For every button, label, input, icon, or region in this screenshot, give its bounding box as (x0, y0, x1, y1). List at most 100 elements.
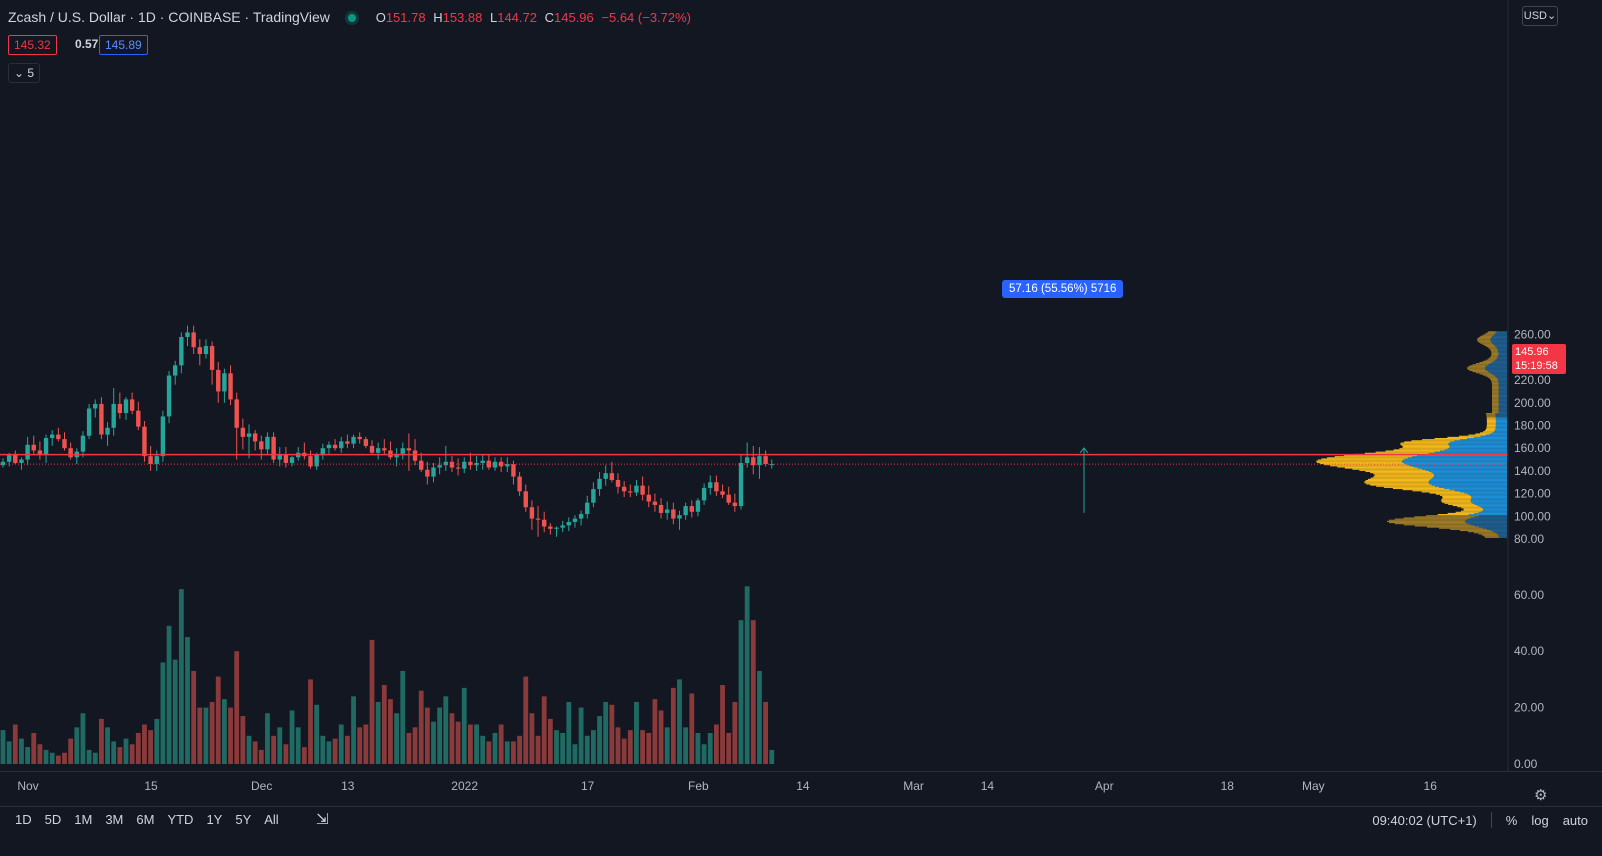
volume-bar (511, 741, 516, 764)
range-button-1m[interactable]: 1M (74, 812, 93, 827)
symbol-title[interactable]: Zcash / U.S. Dollar (8, 9, 126, 25)
range-button-ytd[interactable]: YTD (167, 812, 194, 827)
volume-profile-row-down (1433, 473, 1507, 475)
volume-bar (338, 724, 344, 764)
volume-bar (443, 696, 449, 764)
percent-button[interactable]: % (1505, 812, 1518, 828)
candle-body (492, 461, 498, 468)
volume-profile-row-up (1327, 457, 1409, 459)
volume-profile-row-up (1429, 492, 1465, 494)
volume-profile-row-down (1447, 448, 1507, 450)
candle-body (517, 476, 522, 492)
volume-profile-row-up (1492, 406, 1499, 408)
volume-profile-row-down (1425, 469, 1507, 471)
volume-profile-row-up (1484, 344, 1495, 347)
volume-bar (652, 699, 658, 764)
volume-profile-row-up (1482, 343, 1494, 345)
auto-button[interactable]: auto (1562, 812, 1588, 828)
candle-body (111, 403, 116, 428)
candle-body (695, 500, 701, 512)
volume-profile-row-down (1492, 335, 1507, 337)
bid-price-box[interactable]: 145.32 (8, 35, 57, 55)
volume-profile-row-up (1483, 431, 1494, 433)
volume-profile-row-up (1426, 515, 1479, 517)
volume-profile-row-down (1412, 456, 1507, 458)
volume-profile-row-up (1370, 472, 1432, 474)
interval-label[interactable]: 1D (137, 9, 156, 25)
range-button-5d[interactable]: 5D (44, 812, 62, 827)
candle-body (357, 436, 362, 440)
calendar-goto-icon[interactable]: ⇲ (316, 811, 329, 828)
volume-bar (172, 659, 178, 764)
candle-body (535, 518, 541, 520)
volume-profile-row-down (1481, 507, 1507, 509)
chart-canvas[interactable]: 80.00100.00120.00140.00160.00180.00200.0… (0, 0, 1602, 806)
volume-profile-row-down (1498, 405, 1507, 407)
ask-price-box[interactable]: 145.89 (99, 35, 148, 55)
volume-bar (265, 713, 270, 764)
volume-profile-row-up (1486, 414, 1496, 416)
volume-bar (584, 735, 590, 764)
volume-bar (148, 730, 153, 764)
price-tick-label: 80.00 (1514, 532, 1544, 546)
volume-bar (314, 704, 320, 764)
volume-profile-row-down (1408, 457, 1507, 459)
candle-body (339, 441, 344, 449)
candle-body (320, 448, 325, 456)
volume-bar (86, 749, 92, 764)
overlays (0, 447, 1508, 513)
volume-bar (240, 716, 246, 764)
range-button-3m[interactable]: 3M (105, 812, 124, 827)
volume-tick-label: 40.00 (1514, 644, 1544, 658)
range-button-1y[interactable]: 1Y (206, 812, 223, 827)
volume-profile-row-down (1485, 366, 1507, 368)
time-tick-label: Nov (17, 779, 38, 793)
range-button-5y[interactable]: 5Y (235, 812, 252, 827)
volume-profile-row-up (1490, 356, 1498, 358)
gear-icon[interactable]: ⚙ (1534, 787, 1548, 804)
volume-profile-row-down (1431, 484, 1507, 486)
volume-profile-row-up (1489, 377, 1498, 379)
volume-bar (714, 724, 719, 764)
volume-profile-row-up (1479, 373, 1492, 375)
volume-profile-row-up (1475, 363, 1490, 365)
volume-bar (609, 704, 615, 764)
time-tick-label: 17 (581, 779, 595, 793)
volume-profile-row-down (1489, 372, 1507, 374)
volume-profile-row-down (1490, 529, 1507, 532)
volume-profile-row-up (1486, 417, 1496, 419)
currency-selector[interactable]: USD⌄ (1522, 6, 1558, 26)
volume-profile-row-up (1434, 437, 1468, 440)
volume-profile-row-down (1481, 510, 1507, 512)
volume-bar (209, 701, 215, 764)
candle-body (443, 461, 448, 466)
clock-time[interactable]: 09:40:02 (UTC+1) (1372, 812, 1477, 828)
volume-profile-row-down (1498, 407, 1507, 409)
volume-bar (437, 707, 443, 764)
volume-profile-row-down (1421, 468, 1507, 470)
volume-profile-row-down (1444, 487, 1507, 490)
candle-body (136, 410, 141, 427)
range-button-all[interactable]: All (264, 812, 279, 827)
volume-profile-row-down (1498, 398, 1507, 400)
log-button[interactable]: log (1531, 812, 1549, 828)
range-button-6m[interactable]: 6M (136, 812, 155, 827)
volume-profile-row-down (1498, 395, 1507, 398)
volume-profile-row-down (1495, 375, 1507, 377)
candle-body (480, 460, 485, 463)
volume-profile-row-up (1414, 516, 1475, 518)
volume-profile-row-down (1498, 386, 1507, 389)
volume-bar (572, 744, 578, 764)
volume-bar (394, 713, 399, 764)
volume-profile-row-down (1498, 403, 1507, 406)
volume-bar (166, 625, 172, 764)
candle-body (179, 336, 184, 366)
indicator-collapse-button[interactable]: ⌄ 5 (8, 63, 40, 83)
volume-profile-row-down (1488, 364, 1507, 366)
volume-profile-row-up (1450, 528, 1488, 530)
volume-profile-row-down (1498, 385, 1507, 387)
volume-bar (504, 741, 510, 764)
range-button-1d[interactable]: 1D (15, 812, 32, 827)
volume-bar (424, 707, 430, 764)
volume-bar (381, 685, 387, 764)
